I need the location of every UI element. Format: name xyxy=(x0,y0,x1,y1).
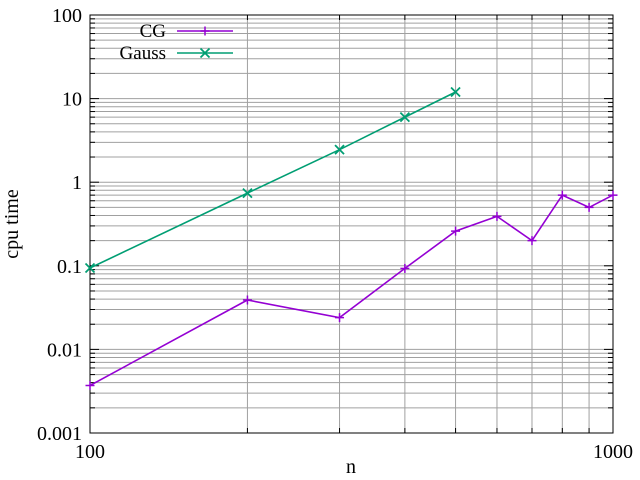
legend-label-gauss: Gauss xyxy=(120,43,166,64)
x-tick-label: 1000 xyxy=(593,441,633,463)
series-line-gauss xyxy=(89,91,456,269)
y-tick-label: 0.001 xyxy=(37,423,82,445)
plot-frame xyxy=(89,14,614,434)
data-point-cg xyxy=(85,380,95,390)
legend-marker-gauss xyxy=(199,47,211,59)
data-series xyxy=(84,86,618,390)
data-point-cg xyxy=(335,313,345,323)
data-point-gauss xyxy=(450,86,461,98)
data-point-cg xyxy=(608,190,618,200)
data-point-cg xyxy=(527,236,537,246)
data-point-gauss xyxy=(334,144,345,155)
data-point-gauss xyxy=(242,187,253,199)
y-tick-label: 0.01 xyxy=(47,339,82,361)
data-point-cg xyxy=(557,190,567,200)
y-tick-label: 100 xyxy=(52,5,82,27)
legend-label-cg: CG xyxy=(140,21,167,42)
y-tick-label: 1 xyxy=(72,172,82,194)
y-tick-label: 0.1 xyxy=(57,256,82,278)
data-point-gauss xyxy=(84,262,96,274)
x-axis-label: n xyxy=(346,456,356,478)
x-tick-label: 100 xyxy=(75,441,105,463)
y-tick-label: 10 xyxy=(62,89,82,111)
data-point-cg xyxy=(242,295,252,305)
grid xyxy=(89,14,613,434)
data-point-cg xyxy=(400,263,410,273)
series-line-cg xyxy=(89,194,614,387)
data-point-cg xyxy=(492,211,502,221)
data-point-cg xyxy=(584,202,594,212)
y-axis-label: cpu time xyxy=(1,189,23,259)
data-point-gauss xyxy=(399,112,411,123)
data-point-cg xyxy=(451,226,461,236)
axis-ticks: 100 1000 0.001 0.01 0.1 1 10 100 xyxy=(37,5,633,463)
legend-marker-cg xyxy=(200,26,210,36)
